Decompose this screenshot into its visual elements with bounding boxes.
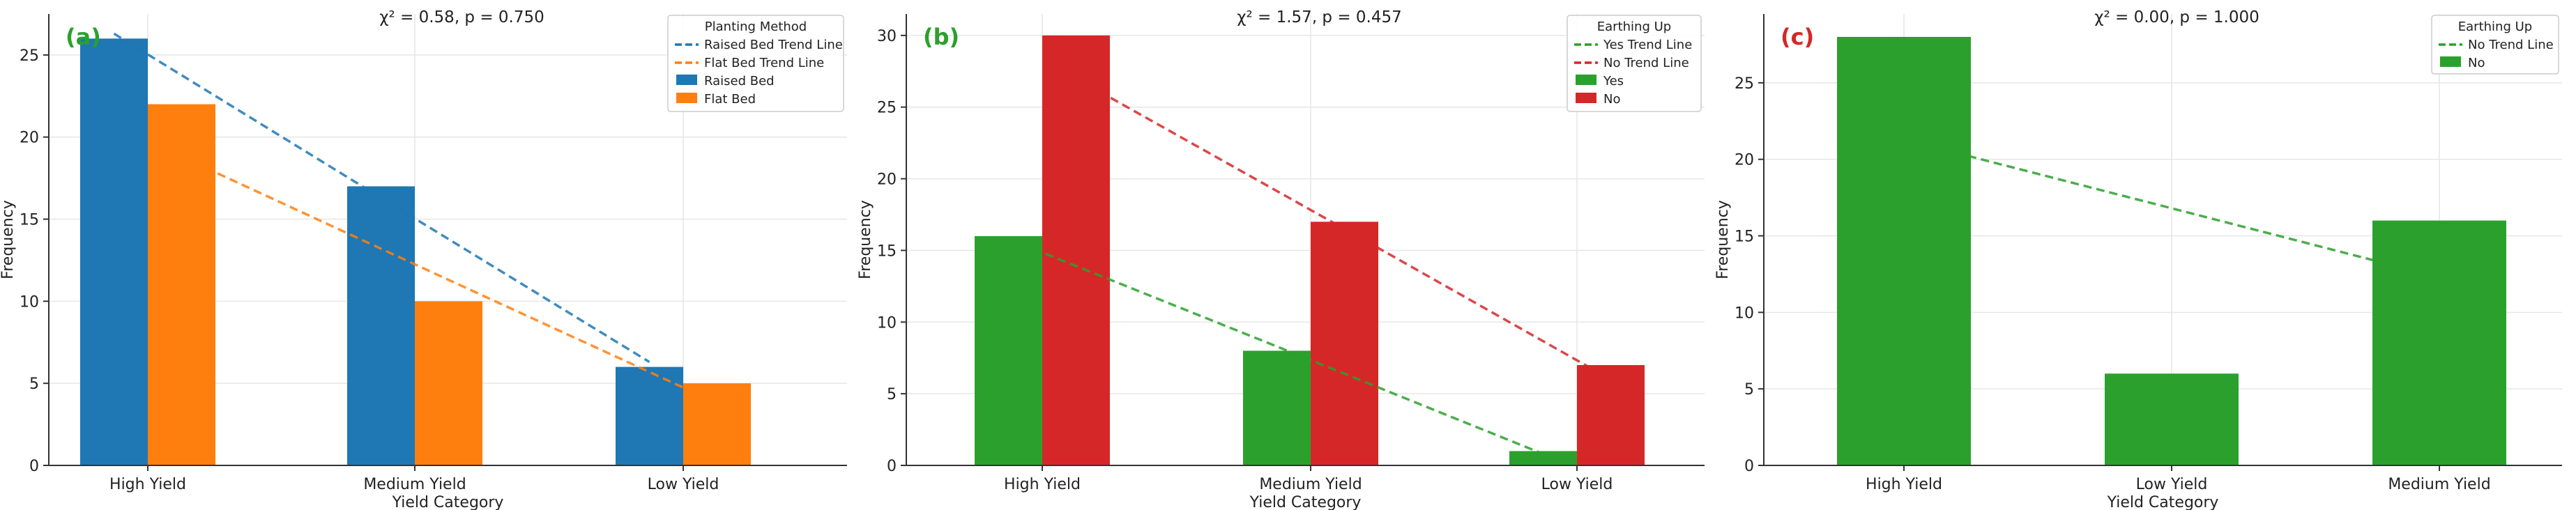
y-axis-label: Frequency xyxy=(857,200,874,279)
bar xyxy=(2105,373,2239,465)
y-tick-label: 20 xyxy=(877,171,897,189)
legend: Planting Method Raised Bed Trend Line Flat… xyxy=(667,15,844,112)
legend-title: Earthing Up xyxy=(1597,20,1671,34)
legend-box xyxy=(1567,15,1702,112)
bar xyxy=(1243,350,1311,465)
legend-label: No xyxy=(1603,92,1620,107)
bar xyxy=(1577,365,1645,465)
legend-label: No Trend Line xyxy=(2468,38,2554,52)
trend-line xyxy=(181,155,718,405)
y-tick-label: 15 xyxy=(20,212,39,229)
legend-title: Earthing Up xyxy=(2458,20,2532,34)
legend-box xyxy=(667,15,844,112)
y-tick-label: 0 xyxy=(1744,458,1754,475)
legend: Earthing Up No Trend Line No xyxy=(2431,15,2559,75)
chart-panel-a: 0 5 10 15 20 25 High Yield Medium Yield Low Yiel… xyxy=(0,8,847,510)
y-tick-label: 25 xyxy=(1735,75,1754,93)
y-tick-label: 10 xyxy=(1735,304,1754,322)
bar xyxy=(1837,36,1971,465)
bar xyxy=(347,186,415,465)
x-axis-label: Yield Category xyxy=(2107,494,2219,510)
x-tick-label: High Yield xyxy=(1866,476,1942,493)
legend-bar-swatch xyxy=(676,75,697,85)
y-tick-label: 5 xyxy=(29,376,39,393)
y-tick-label: 20 xyxy=(20,130,39,147)
y-tick-label: 10 xyxy=(877,314,897,332)
y-tick-label: 5 xyxy=(1744,381,1754,399)
y-tick-label: 15 xyxy=(1735,229,1754,246)
legend-box xyxy=(2431,15,2559,75)
chart-title: χ² = 1.57, p = 0.457 xyxy=(1237,8,1402,26)
legend: Earthing Up Yes Trend Line No Trend Line Ye… xyxy=(1567,15,1702,112)
legend-label: Yes Trend Line xyxy=(1603,38,1692,52)
y-tick-label: 25 xyxy=(20,47,39,65)
y-tick-label: 30 xyxy=(877,28,897,45)
legend-label: Raised Bed Trend Line xyxy=(704,38,843,52)
y-axis-label: Frequency xyxy=(0,200,17,279)
legend-label: No Trend Line xyxy=(1603,56,1689,70)
y-tick-label: 15 xyxy=(877,242,897,260)
legend-bar-swatch xyxy=(1576,75,1596,85)
trend-line xyxy=(1075,77,1612,381)
y-tick-label: 20 xyxy=(1735,152,1754,169)
bar xyxy=(148,104,215,466)
x-tick-label: Medium Yield xyxy=(363,476,466,493)
bar xyxy=(1311,222,1378,465)
x-tick-label: Low Yield xyxy=(1541,476,1613,493)
chart-title: χ² = 0.58, p = 0.750 xyxy=(379,8,544,26)
panel-label: (c) xyxy=(1781,24,1814,50)
x-tick-label: High Yield xyxy=(1004,476,1081,493)
trend-line xyxy=(1007,238,1544,456)
x-axis-label: Yield Category xyxy=(1249,494,1362,510)
x-tick-label: Low Yield xyxy=(648,476,719,493)
y-tick-label: 0 xyxy=(29,458,39,475)
chart-title: χ² = 0.00, p = 1.000 xyxy=(2094,8,2259,26)
bar xyxy=(1042,35,1110,466)
y-tick-label: 10 xyxy=(20,293,39,311)
panel-label: (a) xyxy=(66,24,101,50)
y-tick-label: 0 xyxy=(887,458,897,475)
y-tick-label: 5 xyxy=(887,386,897,403)
legend-label: Yes xyxy=(1603,74,1624,88)
bar xyxy=(683,383,751,465)
bar xyxy=(616,366,683,465)
x-axis-label: Yield Category xyxy=(392,494,504,510)
legend-label: Flat Bed xyxy=(704,92,756,107)
trend-line xyxy=(113,32,650,364)
x-tick-label: Low Yield xyxy=(2136,476,2208,493)
x-tick-label: Medium Yield xyxy=(2388,476,2490,493)
chart-panel-c: 0 5 10 15 20 25 High Yield Low Yield Medium Yiel… xyxy=(1714,8,2562,510)
bar xyxy=(80,38,148,465)
legend-label: No xyxy=(2468,56,2485,70)
bar xyxy=(415,301,482,465)
legend-bar-swatch xyxy=(2440,56,2461,67)
y-tick-label: 25 xyxy=(877,100,897,117)
legend-label: Raised Bed xyxy=(704,74,775,88)
x-tick-label: Medium Yield xyxy=(1259,476,1362,493)
legend-label: Flat Bed Trend Line xyxy=(704,56,824,70)
bar xyxy=(1509,451,1577,465)
x-tick-label: High Yield xyxy=(109,476,186,493)
legend-bar-swatch xyxy=(676,93,697,103)
y-axis-label: Frequency xyxy=(1714,200,1732,279)
bar xyxy=(2372,220,2506,465)
bar xyxy=(975,235,1042,465)
panel-label: (b) xyxy=(923,24,959,50)
legend-bar-swatch xyxy=(1576,93,1596,103)
legend-title: Planting Method xyxy=(705,20,807,34)
chart-panel-b: 0 5 10 15 20 25 30 High Yield Medium Yield Low Yi… xyxy=(857,8,1705,510)
